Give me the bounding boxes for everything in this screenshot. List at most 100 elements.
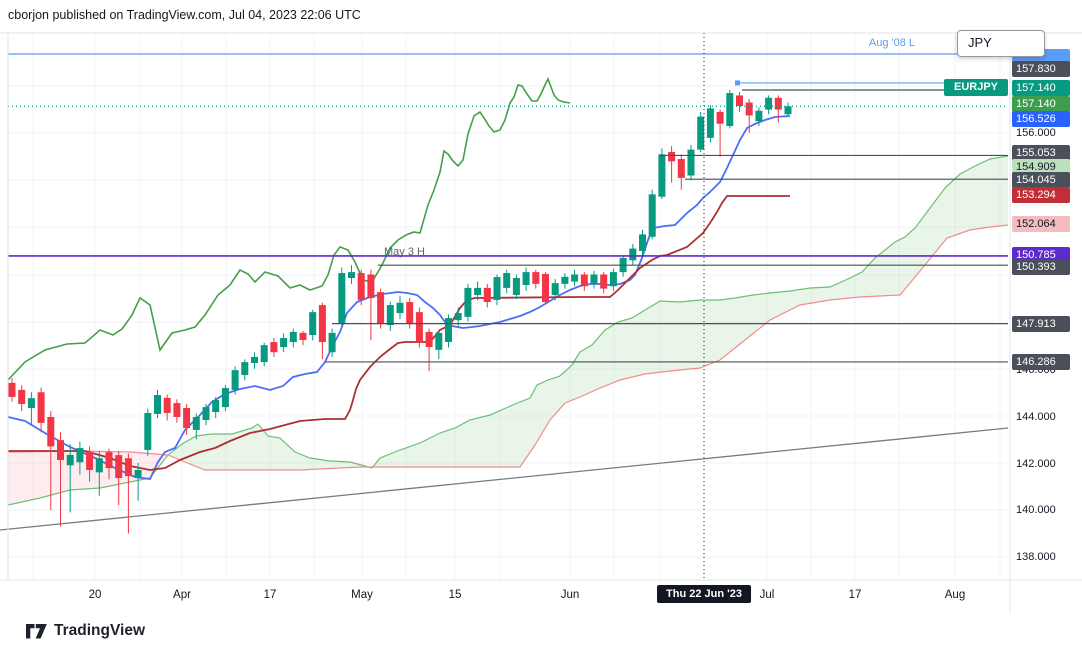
candle-body (396, 302, 404, 314)
time-axis-label: Apr (173, 589, 191, 601)
candle-body (745, 102, 753, 116)
candle-body (183, 408, 191, 429)
candle-body (8, 382, 16, 397)
candle-body (367, 274, 375, 299)
time-axis-label: Jul (759, 589, 775, 601)
candle-body (251, 356, 258, 364)
candle-body (590, 274, 598, 284)
candle-body (18, 389, 26, 405)
time-axis-label: 17 (263, 589, 277, 601)
tenkan-line (7, 115, 791, 480)
candle-body (134, 469, 142, 478)
symbol-price-tag: EURJPY (944, 79, 1008, 96)
candle-body (600, 274, 608, 289)
candle-body (435, 332, 443, 350)
candle-body (464, 287, 472, 317)
candle-body (86, 452, 94, 470)
candle-body (27, 398, 35, 409)
candle-body (706, 108, 714, 138)
candle-body (95, 458, 103, 473)
candle-body (124, 458, 132, 477)
may-3-high-annotation: May 3 H (384, 246, 425, 258)
time-axis-label: Aug (944, 589, 966, 601)
tradingview-logo[interactable]: TradingView (26, 622, 145, 640)
chikou-line (7, 77, 571, 381)
candle-body (580, 274, 588, 287)
candle-body (425, 331, 433, 348)
candle-body (483, 287, 491, 303)
candle-body (755, 110, 763, 122)
candle-body (668, 151, 676, 162)
price-badge: 157.140 (1012, 80, 1070, 96)
candle-body (716, 111, 724, 124)
tradingview-logo-icon (26, 623, 47, 638)
price-badge: 155.053 (1012, 145, 1070, 161)
candle-body (512, 277, 520, 295)
price-badge: 156.526 (1012, 111, 1070, 127)
price-badge: 157.830 (1012, 61, 1070, 77)
candle-body (154, 395, 161, 414)
candle-body (561, 276, 569, 284)
candle-body (241, 362, 249, 376)
price-badge: 152.064 (1012, 216, 1070, 232)
publish-title: cborjon published on TradingView.com, Ju… (8, 8, 361, 22)
candle-body (328, 332, 336, 353)
price-badge: 153.294 (1012, 187, 1070, 203)
candle-body (609, 272, 617, 287)
ichimoku-cloud-bullish (168, 156, 1008, 470)
candle-body (386, 305, 394, 326)
price-badge: 146.286 (1012, 354, 1070, 370)
candle-body (318, 305, 326, 343)
price-axis-label: 138.000 (1016, 551, 1056, 563)
price-badge: 154.909 (1012, 159, 1070, 175)
candle-body (163, 397, 171, 413)
candle-body (687, 149, 695, 176)
candle-body (765, 97, 773, 110)
candle-body (551, 283, 559, 295)
candle-body (677, 159, 685, 178)
candle-body (289, 331, 297, 343)
time-axis-label: 15 (448, 589, 462, 601)
aug-08-low-annotation: Aug '08 L (868, 37, 915, 49)
candle-body (522, 272, 530, 286)
price-badge: 147.913 (1012, 316, 1070, 332)
candle-body (192, 416, 200, 430)
time-axis-label: May (351, 589, 373, 601)
candle-body (231, 370, 239, 390)
candle-body (57, 440, 64, 461)
candle-body (202, 407, 210, 421)
candle-body (503, 273, 511, 288)
candle-body (309, 312, 317, 336)
candle-body (105, 452, 113, 469)
candle-body (357, 273, 365, 300)
candle-body (212, 400, 220, 413)
price-axis-label: 142.000 (1016, 458, 1056, 470)
time-axis-label: 20 (88, 589, 102, 601)
time-axis-label: 17 (848, 589, 862, 601)
tradingview-logo-text: TradingView (54, 622, 146, 639)
line-handle[interactable] (735, 80, 740, 86)
symbol-search-input[interactable]: JPY (957, 30, 1045, 57)
candle-body (726, 93, 734, 127)
trend-line[interactable] (0, 427, 1009, 531)
candle-body (37, 392, 45, 423)
candle-body (532, 272, 540, 284)
candle-body (736, 95, 743, 107)
candle-body (299, 332, 307, 340)
price-badge: 150.393 (1012, 259, 1070, 275)
candle-body (658, 154, 666, 197)
candle-body (47, 416, 55, 447)
candle-body (454, 313, 462, 321)
candle-body (415, 312, 423, 343)
candle-body (76, 448, 84, 463)
candle-body (338, 273, 346, 323)
senkou-a-line (7, 155, 1009, 506)
candle-body (115, 455, 123, 478)
candle-body (629, 248, 637, 261)
price-axis-label: 140.000 (1016, 504, 1056, 516)
candle-body (221, 388, 229, 408)
price-axis-label: 144.000 (1016, 411, 1056, 423)
candle-body (697, 116, 705, 150)
senkou-b-line (7, 224, 1009, 471)
